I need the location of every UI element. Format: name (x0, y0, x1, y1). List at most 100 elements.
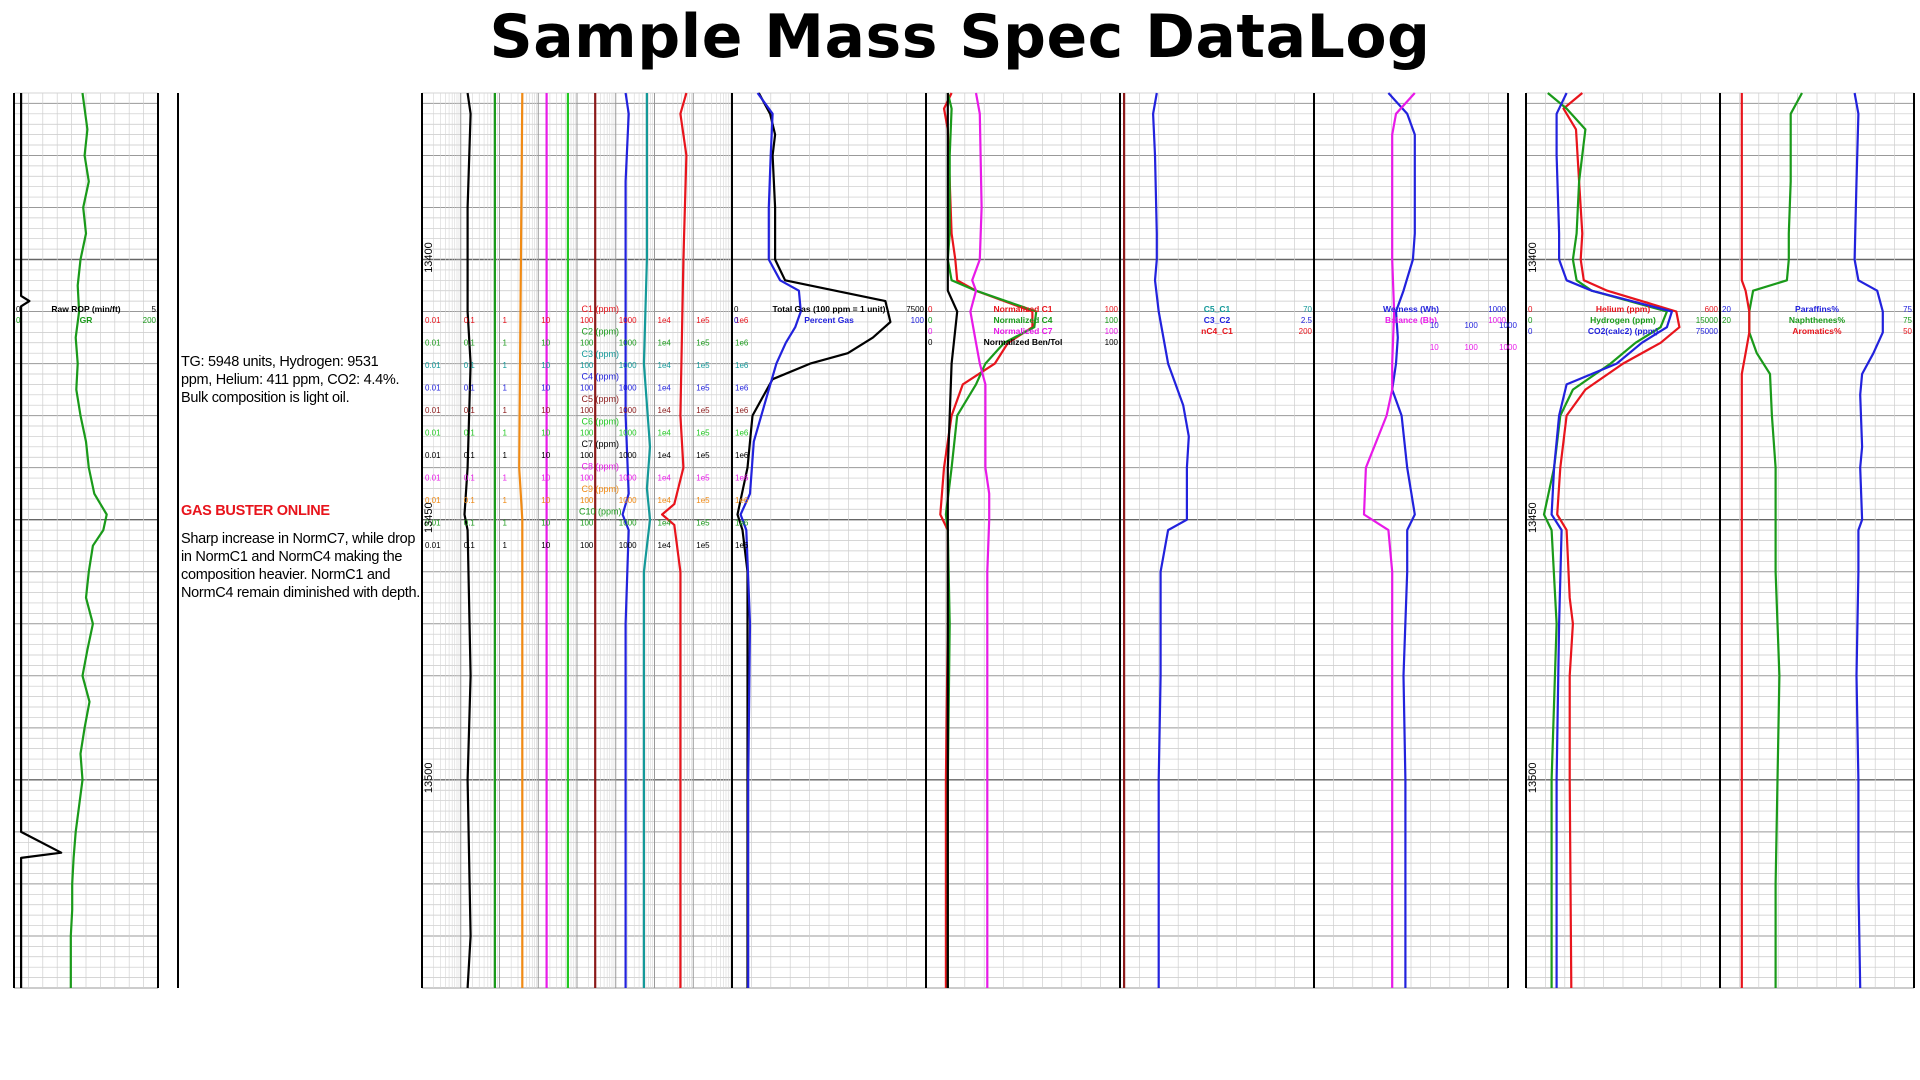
scale-tick-label: 1000 (619, 496, 637, 505)
header-max: 100 (1105, 338, 1119, 347)
header-label: C3 (ppm) (581, 349, 619, 359)
scale-tick-label: 100 (580, 519, 594, 528)
scale-tick-label: 1e6 (735, 361, 749, 370)
scale-tick-label: 0.1 (464, 339, 476, 348)
scale-tick-label: 1e6 (735, 474, 749, 483)
scale-tick-label: 1e6 (735, 429, 749, 438)
scale-tick-label: 1000 (619, 541, 637, 550)
wetness-scale: 100 (1464, 321, 1478, 330)
scale-tick-label: 1e6 (735, 384, 749, 393)
header-label: C4 (ppm) (581, 372, 619, 382)
scale-tick-label: 1e5 (696, 384, 710, 393)
header-max: 75 (1903, 316, 1912, 325)
annotation-composition-change: Sharp increase in NormC7, while drop in … (181, 531, 421, 601)
header-max: 100 (911, 316, 925, 325)
balance-scale: 10 (1430, 343, 1439, 352)
scale-tick-label: 1000 (619, 519, 637, 528)
header-max: 15000 (1696, 316, 1719, 325)
scale-tick-label: 1e4 (658, 406, 672, 415)
scale-tick-label: 1 (503, 474, 508, 483)
header-name: GR (80, 315, 93, 325)
header-max: 7500 (906, 305, 924, 314)
depth-label: 13400 (1527, 242, 1539, 273)
scale-tick-label: 0.1 (464, 316, 476, 325)
scale-tick-label: 1000 (619, 429, 637, 438)
scale-tick-label: 1e4 (658, 541, 672, 550)
scale-tick-label: 0.1 (464, 429, 476, 438)
scale-tick-label: 1000 (619, 339, 637, 348)
scale-tick-label: 100 (580, 316, 594, 325)
header-max: 75000 (1696, 327, 1719, 336)
header-max: 100 (1105, 316, 1119, 325)
series-line-hc-types-1 (1748, 92, 1803, 988)
series-line-total-gas-0 (736, 92, 892, 988)
header-min: 0 (734, 316, 739, 325)
series-line-gases-1 (1542, 92, 1669, 988)
series-line-components-log-2 (621, 92, 630, 988)
header-label: C9 (ppm) (581, 484, 619, 494)
series-line-components-log-0 (660, 92, 688, 988)
header-name: Normalized C4 (993, 315, 1052, 325)
scale-tick-label: 1e5 (696, 474, 710, 483)
header-name: Normalized C7 (993, 326, 1052, 336)
scale-tick-label: 0.1 (464, 406, 476, 415)
header-max: 200 (143, 316, 157, 325)
header-min: 0 (1528, 305, 1533, 314)
scale-tick-label: 10 (541, 316, 550, 325)
header-min: 0 (16, 316, 21, 325)
scale-tick-label: 0.01 (425, 451, 441, 460)
header-name: Paraffins% (1795, 304, 1839, 314)
series-line-hc-types-0 (1853, 92, 1884, 989)
scale-tick-label: 100 (580, 496, 594, 505)
scale-tick-label: 0.01 (425, 474, 441, 483)
header-name: Hydrogen (ppm) (1590, 315, 1656, 325)
scale-tick-label: 1e4 (658, 316, 672, 325)
header-max: 50 (1903, 327, 1912, 336)
scale-tick-label: 1 (503, 384, 508, 393)
scale-tick-label: 0.01 (425, 361, 441, 370)
scale-tick-label: 0.01 (425, 384, 441, 393)
balance-scale: 100 (1464, 343, 1478, 352)
scale-tick-label: 1 (503, 451, 508, 460)
series-line-components-log-1 (642, 93, 652, 988)
scale-tick-label: 10 (541, 474, 550, 483)
header-name: Normalized C1 (993, 304, 1052, 314)
series-line-hc-types-2 (1740, 93, 1751, 988)
scale-tick-label: 0.01 (425, 496, 441, 505)
header-label: C8 (ppm) (581, 462, 619, 472)
scale-tick-label: 1e5 (696, 339, 710, 348)
scale-tick-label: 1 (503, 541, 508, 550)
depth-labels: 13400 13450 13500 13400 13450 13500 (423, 242, 1539, 793)
scale-tick-label: 1e4 (658, 339, 672, 348)
scale-tick-label: 0.01 (425, 339, 441, 348)
scale-tick-label: 1e4 (658, 519, 672, 528)
scale-tick-label: 100 (580, 339, 594, 348)
scale-tick-label: 1e5 (696, 361, 710, 370)
scale-tick-label: 100 (580, 361, 594, 370)
header-min: 0 (1528, 316, 1533, 325)
scale-tick-label: 1e6 (735, 316, 749, 325)
scale-tick-label: 1000 (619, 451, 637, 460)
header-name: Normalized Ben/Tol (984, 337, 1063, 347)
header-max: 75 (1903, 305, 1912, 314)
scale-tick-label: 1 (503, 496, 508, 505)
scale-tick-label: 0.1 (464, 541, 476, 550)
scale-tick-label: 1 (503, 361, 508, 370)
scale-tick-label: 1e5 (696, 451, 710, 460)
wetness-scale: 1000 (1499, 321, 1517, 330)
series-line-rop-gr-1 (69, 92, 108, 988)
scale-tick-label: 0.01 (425, 429, 441, 438)
scale-tick-label: 1e4 (658, 429, 672, 438)
header-label: C2 (ppm) (581, 327, 619, 337)
scale-tick-label: 0.1 (464, 519, 476, 528)
scale-tick-label: 1000 (619, 474, 637, 483)
series-line-wetness-1 (1362, 92, 1416, 988)
series-line-components-log-6 (518, 92, 524, 988)
header-name: Helium (ppm) (1596, 304, 1650, 314)
header-name: Balance (Bh) (1385, 315, 1437, 325)
header-max: 100 (1105, 305, 1119, 314)
header-min: 0 (1528, 327, 1533, 336)
depth-label: 13450 (423, 502, 435, 533)
header-min: 0 (734, 305, 739, 314)
